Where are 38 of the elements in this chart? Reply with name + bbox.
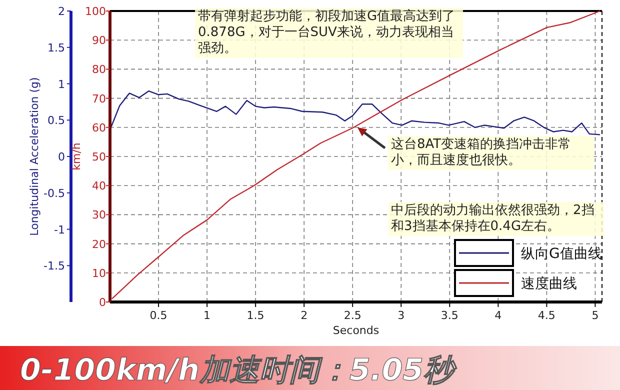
x-tick-label: 4 <box>494 309 502 322</box>
x-tick-label: 0.5 <box>150 309 168 322</box>
y2-tick-label: -1.5 <box>44 260 65 273</box>
y2-tick-label: 1 <box>58 78 65 91</box>
y-tick-label: 70 <box>92 92 106 106</box>
y2-tick-label: 0 <box>58 150 65 164</box>
annotation: 带有弹射起步功能，初段加速G值最高达到了0.878G，对于一台SUV来说，动力表现相当强劲。 <box>195 8 463 58</box>
y-tick-label: 100 <box>85 5 106 18</box>
y-tick-label: 80 <box>92 63 106 76</box>
x-axis-title: Seconds <box>332 324 380 337</box>
y-tick-label: 0 <box>99 296 106 309</box>
x-tick-label: 5 <box>592 309 599 322</box>
legend-label: 速度曲线 <box>521 276 577 292</box>
x-tick-label: 4.5 <box>538 309 556 322</box>
y2-tick-label: -0.5 <box>44 186 65 200</box>
x-tick-label: 3 <box>398 309 405 322</box>
annotation: 中后段的动力输出依然很强劲，2挡和3挡基本保持在0.4G左右。 <box>388 202 604 236</box>
y2-tick-label: -1 <box>54 223 65 236</box>
y2-tick-label: 0.5 <box>48 114 65 128</box>
y-tick-label: 90 <box>92 34 106 48</box>
y-tick-label: 30 <box>92 208 106 222</box>
y2-tick-label: 2 <box>58 5 65 18</box>
x-tick-label: 2.5 <box>344 309 362 322</box>
x-tick-label: 1.5 <box>246 309 264 322</box>
x-tick-label: 2 <box>300 309 308 322</box>
y-tick-label: 20 <box>92 238 106 251</box>
y-tick-label: 50 <box>92 150 106 164</box>
legend-label: 纵向G值曲线 <box>521 246 602 262</box>
annotation: 这台8AT变速箱的换挡冲击非常小，而且速度也很快。 <box>388 136 594 170</box>
y-tick-label: 10 <box>92 266 106 280</box>
y2-tick-label: 1.5 <box>48 41 65 54</box>
x-tick-label: 1 <box>204 309 211 322</box>
text: 0-100km/h加速时间：5.05秒 <box>20 353 458 388</box>
y-tick-label: 40 <box>92 180 106 193</box>
y2-axis-title: Longitudinal Acceleration (g) <box>28 77 41 236</box>
x-tick-label: 3.5 <box>440 309 458 322</box>
y-tick-label: 60 <box>92 121 106 134</box>
y-axis-title: km/h <box>70 142 83 170</box>
